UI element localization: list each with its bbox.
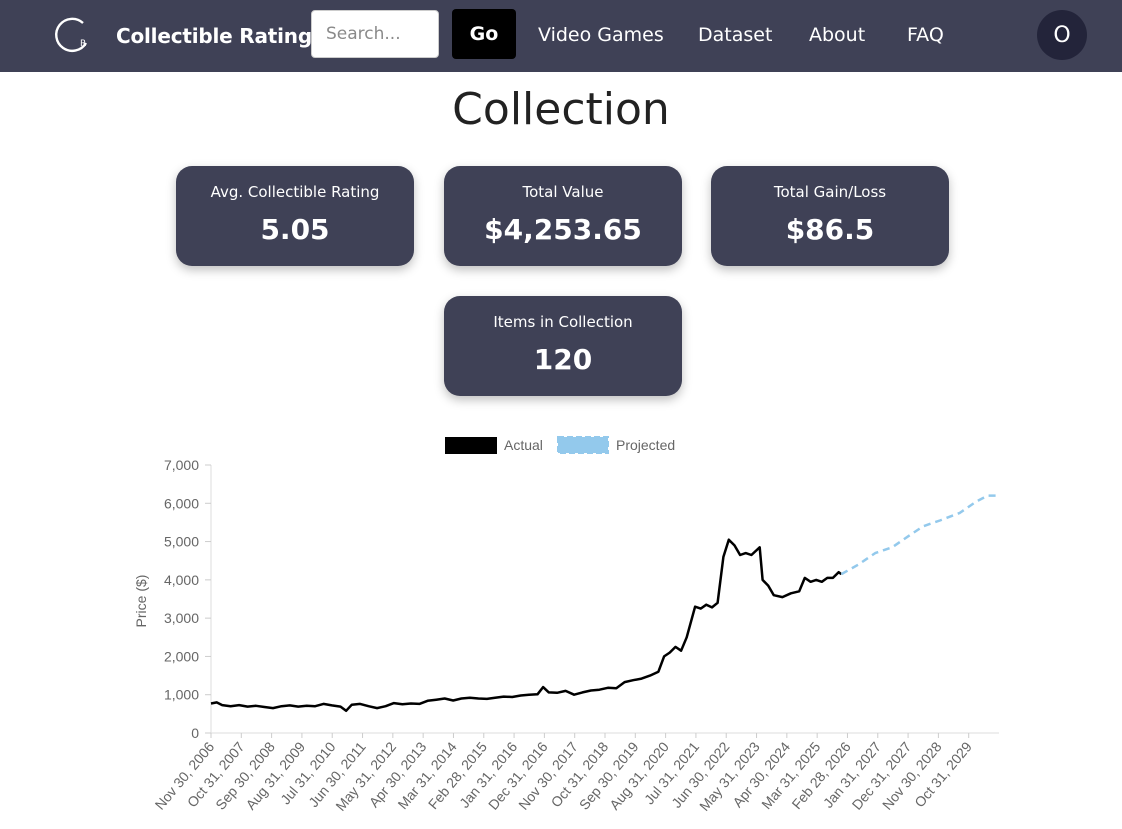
series-line-projected[interactable]: [840, 494, 999, 576]
svg-text:R: R: [80, 39, 86, 49]
y-axis: 0 1,000 2,000 3,000 4,000 5,000 6,000 7,000: [164, 457, 212, 741]
legend-swatch-actual[interactable]: [445, 437, 497, 454]
go-button[interactable]: Go: [452, 9, 516, 59]
page-title: Collection: [452, 84, 670, 135]
stat-value: 120: [533, 343, 593, 376]
y-tick-label: 4,000: [164, 572, 199, 588]
stat-value: $4,253.65: [484, 213, 642, 246]
nav-link-dataset[interactable]: Dataset: [698, 24, 773, 46]
y-tick-label: 3,000: [164, 610, 199, 626]
cr-logo-icon[interactable]: R: [52, 15, 92, 55]
stat-value: $86.5: [785, 213, 875, 246]
stat-label: Items in Collection: [493, 313, 633, 331]
legend-swatch-projected[interactable]: [557, 436, 609, 454]
series-line-actual[interactable]: [210, 538, 843, 713]
stat-value: 5.05: [260, 213, 330, 246]
chart-legend: Actual Projected: [445, 436, 675, 454]
y-tick-label: 5,000: [164, 534, 199, 550]
stat-card-gain-loss: Total Gain/Loss $86.5: [711, 166, 949, 266]
stat-card-items: Items in Collection 120: [444, 296, 682, 396]
stat-card-avg-rating: Avg. Collectible Rating 5.05: [176, 166, 414, 266]
user-avatar[interactable]: O: [1037, 10, 1087, 60]
stat-label: Total Gain/Loss: [773, 183, 887, 201]
y-tick-label: 1,000: [164, 687, 199, 703]
y-axis-title: Price ($): [133, 575, 149, 628]
series-layer: [210, 494, 999, 713]
stat-card-total-value: Total Value $4,253.65: [444, 166, 682, 266]
top-navbar: R Collectible Rating Go Video Games Data…: [0, 0, 1122, 72]
search-input[interactable]: [311, 10, 439, 58]
nav-link-faq[interactable]: FAQ: [907, 24, 944, 46]
y-tick-label: 0: [191, 725, 199, 741]
nav-link-about[interactable]: About: [809, 24, 866, 46]
brand-name[interactable]: Collectible Rating: [116, 24, 312, 48]
price-history-chart: Actual Projected Price ($) 0 1,000 2,000 3,…: [133, 436, 999, 814]
y-tick-label: 6,000: [164, 495, 199, 511]
y-tick-label: 2,000: [164, 648, 199, 664]
nav-link-video-games[interactable]: Video Games: [538, 24, 664, 46]
stat-label: Avg. Collectible Rating: [210, 183, 380, 201]
stat-label: Total Value: [522, 183, 604, 201]
legend-label-projected[interactable]: Projected: [616, 437, 675, 453]
legend-label-actual[interactable]: Actual: [504, 437, 543, 453]
y-tick-label: 7,000: [164, 457, 199, 473]
